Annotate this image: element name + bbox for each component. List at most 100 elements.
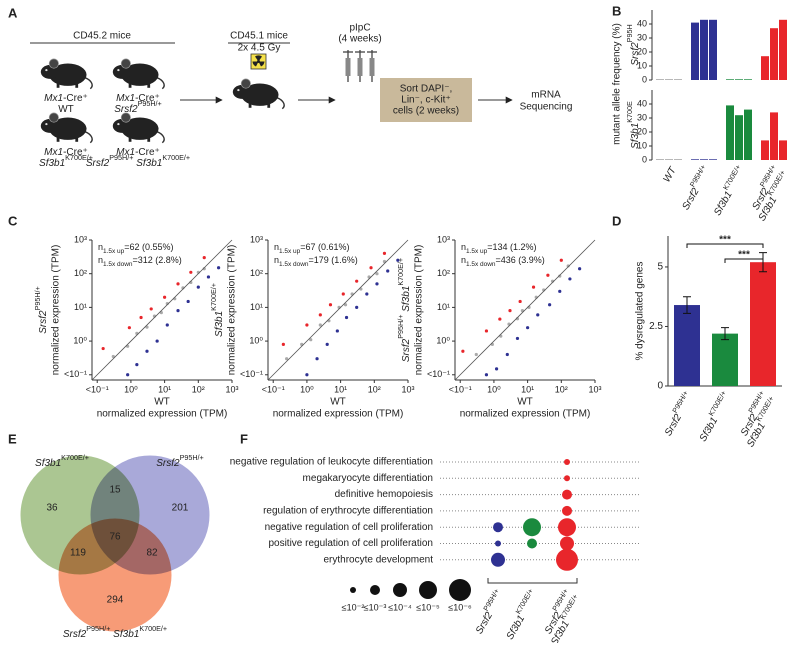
y-axis-label: normalized expression (TPM): [227, 245, 238, 376]
text-part: K700E/+: [396, 258, 405, 286]
text-part: K700E/+: [209, 283, 218, 311]
text-part: Sf3b1: [39, 158, 65, 169]
text-part: -Cre⁺: [63, 93, 88, 104]
y-tick-label: <10⁻¹: [240, 369, 263, 379]
text-part: n: [461, 242, 466, 252]
legend-label: ≤10⁻⁴: [388, 602, 412, 612]
diagonal: [91, 239, 233, 381]
text-part: Srsf2: [114, 104, 138, 115]
significance-bracket: [724, 258, 764, 263]
point: [139, 315, 143, 320]
point: [111, 354, 115, 359]
y-tick-label: 10⁰: [436, 335, 450, 345]
x-tick-label: 10²: [555, 384, 568, 394]
point: [546, 273, 550, 277]
bar: [744, 79, 752, 80]
label-group: Srsf2P95H/+Sf3b1K700E/+: [543, 587, 580, 647]
text-part: K700E/+: [139, 624, 167, 633]
text-part: P95H/+: [109, 153, 133, 162]
legend-dot: [370, 585, 380, 595]
dot: [560, 536, 574, 551]
point: [375, 282, 379, 286]
text-part: Srsf2: [156, 458, 180, 469]
point: [515, 336, 520, 341]
point: [145, 349, 149, 353]
panel-label: D: [612, 213, 621, 228]
panel-label: A: [8, 5, 18, 20]
legend-dot: [419, 581, 437, 599]
text-part: Sf3b1: [697, 415, 720, 443]
dot: [527, 538, 537, 549]
text-part: Mx1: [116, 147, 135, 158]
mouse-label: Srsf2P95H/+: [114, 99, 162, 114]
x-axis-label: WT: [330, 397, 346, 408]
bar: [761, 140, 769, 160]
y-tick-label: 20: [637, 46, 647, 56]
y-axis-label: % dysregulated genes: [635, 262, 646, 361]
x-tick-label: 10¹: [158, 384, 171, 394]
annotation: n1.5x up=67 (0.61%): [274, 242, 350, 255]
point: [325, 342, 329, 346]
point: [484, 373, 489, 377]
category-label: Srsf2P95H/+: [676, 163, 713, 212]
term-label: regulation of erythrocyte differentiatio…: [263, 506, 433, 517]
significance-bracket: [686, 243, 764, 248]
point: [558, 274, 562, 278]
legend-label: ≤10⁻⁵: [416, 602, 440, 612]
set-label: Srsf2P95H/+ Sf3b1K700E/+: [63, 624, 167, 639]
term-label: positive regulation of cell proliferatio…: [268, 538, 433, 549]
bar: [735, 115, 743, 160]
schematic-art: [30, 42, 513, 144]
y-axis-label: Sf3b1K700E/+: [209, 283, 224, 337]
error-bar: [683, 296, 691, 314]
label-group: Srsf2P95H/+Sf3b1K700E/+: [739, 389, 776, 449]
y-tick-label: 0: [657, 381, 663, 392]
text-part: Sf3b1: [712, 189, 735, 217]
dot: [564, 459, 570, 465]
y-tick-label: 30: [637, 32, 647, 42]
text-part: Srsf2: [630, 42, 641, 66]
point: [396, 258, 400, 262]
y-tick-label: 10²: [74, 268, 87, 278]
bar: [779, 140, 787, 160]
y-tick-label: 0: [642, 74, 647, 84]
y-tick-label: 30: [637, 112, 647, 122]
annotation: n1.5x down=179 (1.6%): [274, 255, 358, 268]
label-group: Srsf2P95H: [625, 24, 640, 65]
point: [505, 352, 509, 357]
y-tick-label: 10: [637, 60, 647, 70]
point: [369, 266, 373, 270]
point: [548, 303, 552, 307]
text-part: P95H/+: [482, 587, 502, 612]
point: [508, 309, 512, 313]
point: [135, 363, 139, 367]
point: [568, 277, 572, 281]
recipient-title: CD45.1 mice: [230, 31, 288, 42]
text-part: 1.5x down: [103, 261, 133, 268]
text-part: P95H/+: [33, 286, 42, 310]
point: [536, 313, 540, 317]
point: [176, 282, 180, 286]
y-tick-label: 40: [637, 18, 647, 28]
text-part: P95H/+: [180, 453, 204, 462]
point: [578, 267, 582, 271]
point: [101, 346, 105, 351]
y-tick-label: <10⁻¹: [427, 369, 450, 379]
label-group: Srsf2P95H/+: [474, 587, 502, 636]
point: [355, 279, 359, 283]
text-part: =62 (0.55%): [124, 242, 173, 252]
text-part: K700E/+: [162, 153, 190, 162]
term-label: negative regulation of cell proliferatio…: [265, 522, 433, 533]
panel-label: F: [240, 431, 248, 446]
point: [318, 323, 322, 327]
text-part: K700E/+: [61, 453, 89, 462]
y-tick-label: 10³: [437, 234, 450, 244]
dot: [495, 540, 501, 547]
point: [461, 349, 465, 353]
text-part: -Cre⁺: [135, 147, 160, 158]
point: [355, 305, 359, 309]
dot: [491, 552, 505, 567]
text-part: Srsf2: [38, 310, 49, 334]
text-part: Srsf2: [474, 610, 495, 636]
point: [186, 299, 190, 304]
